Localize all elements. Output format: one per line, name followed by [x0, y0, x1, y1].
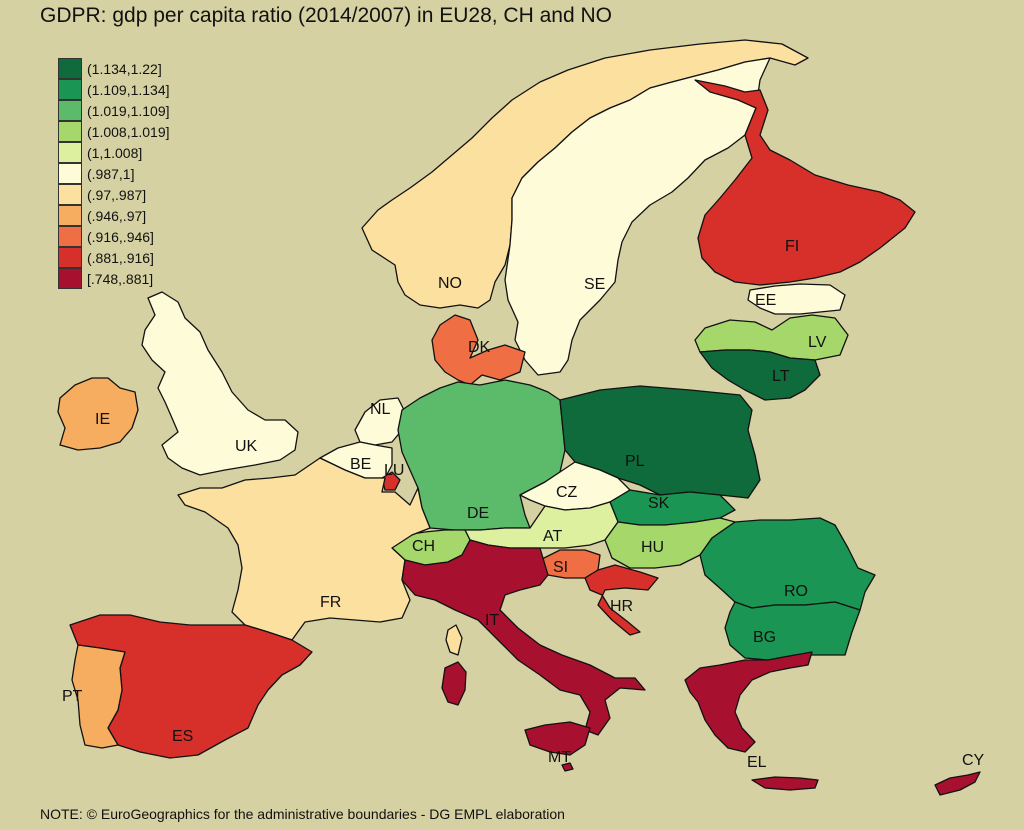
region-pt	[71, 644, 126, 749]
country-label-bg: BG	[753, 629, 776, 646]
country-label-si: SI	[553, 559, 568, 576]
country-label-fr: FR	[320, 594, 341, 611]
region-cy	[934, 771, 981, 796]
region-fi	[694, 79, 916, 286]
legend-item: (1.019,1.109]	[58, 100, 170, 121]
legend-label: (1.134,1.22]	[87, 60, 162, 77]
legend-swatch	[58, 58, 82, 79]
legend-item: (1,1.008]	[58, 142, 170, 163]
country-label-fi: FI	[785, 238, 799, 255]
region-dk	[431, 314, 526, 386]
attribution-note: NOTE: © EuroGeographics for the administ…	[40, 806, 565, 822]
legend-label: (1.019,1.109]	[87, 102, 170, 119]
country-label-lu: LU	[384, 462, 404, 479]
region-uk	[141, 291, 299, 476]
region-ee	[747, 283, 846, 315]
country-label-de: DE	[467, 505, 489, 522]
region-ro	[699, 517, 876, 611]
region-it	[401, 539, 646, 736]
region-it-sicily	[524, 721, 591, 756]
map-title: GDPR: gdp per capita ratio (2014/2007) i…	[40, 4, 612, 27]
region-el-crete	[751, 776, 819, 791]
country-label-el: EL	[747, 754, 767, 771]
country-label-at: AT	[543, 528, 562, 545]
legend-label: (1.109,1.134]	[87, 81, 170, 98]
country-label-ie: IE	[95, 411, 110, 428]
legend-swatch	[58, 226, 82, 247]
legend-item: (1.134,1.22]	[58, 58, 170, 79]
country-label-hr: HR	[610, 598, 633, 615]
country-label-be: BE	[350, 456, 371, 473]
legend-swatch	[58, 100, 82, 121]
country-label-ee: EE	[755, 292, 776, 309]
map-legend: (1.134,1.22] (1.109,1.134] (1.019,1.109] (1…	[58, 58, 170, 289]
legend-label: (1.008,1.019]	[87, 123, 170, 140]
legend-item: (.97,.987]	[58, 184, 170, 205]
legend-item: (.881,.916]	[58, 247, 170, 268]
country-label-sk: SK	[648, 495, 670, 512]
legend-swatch	[58, 205, 82, 226]
country-label-cy: CY	[962, 752, 985, 769]
legend-label: (1,1.008]	[87, 144, 143, 161]
legend-swatch	[58, 268, 82, 289]
legend-item: [.748,.881]	[58, 268, 170, 289]
legend-item: (.916,.946]	[58, 226, 170, 247]
country-label-se: SE	[584, 276, 605, 293]
country-label-nl: NL	[370, 401, 391, 418]
legend-label: (.946,.97]	[87, 207, 147, 224]
legend-item: (1.109,1.134]	[58, 79, 170, 100]
legend-label: (.916,.946]	[87, 228, 154, 245]
legend-swatch	[58, 247, 82, 268]
country-label-cz: CZ	[556, 484, 578, 501]
country-label-uk: UK	[235, 438, 258, 455]
country-label-pl: PL	[625, 453, 645, 470]
legend-label: [.748,.881]	[87, 270, 154, 287]
legend-item: (.946,.97]	[58, 205, 170, 226]
country-label-lv: LV	[808, 334, 827, 351]
region-fr-corsica	[445, 624, 463, 656]
country-label-es: ES	[172, 728, 193, 745]
region-hr	[584, 564, 659, 636]
country-label-ch: CH	[412, 538, 435, 555]
region-bg	[724, 601, 861, 661]
region-el	[684, 651, 813, 753]
country-label-mt: MT	[548, 749, 571, 766]
country-label-dk: DK	[468, 339, 491, 356]
region-lu	[381, 471, 401, 491]
legend-swatch	[58, 163, 82, 184]
region-fr	[177, 457, 431, 641]
country-label-hu: HU	[641, 539, 664, 556]
legend-label: (.987,1]	[87, 165, 135, 182]
country-label-no: NO	[438, 275, 462, 292]
region-lt	[699, 349, 821, 401]
country-label-lt: LT	[772, 368, 790, 385]
region-ie	[57, 377, 139, 451]
legend-label: (.97,.987]	[87, 186, 147, 203]
country-label-it: IT	[485, 612, 499, 629]
region-mt	[561, 762, 574, 772]
region-it-sardinia	[441, 661, 467, 706]
legend-swatch	[58, 121, 82, 142]
country-label-ro: RO	[784, 583, 808, 600]
legend-swatch	[58, 184, 82, 205]
legend-item: (.987,1]	[58, 163, 170, 184]
legend-label: (.881,.916]	[87, 249, 154, 266]
legend-swatch	[58, 142, 82, 163]
legend-item: (1.008,1.019]	[58, 121, 170, 142]
legend-swatch	[58, 79, 82, 100]
country-label-pt: PT	[62, 688, 83, 705]
